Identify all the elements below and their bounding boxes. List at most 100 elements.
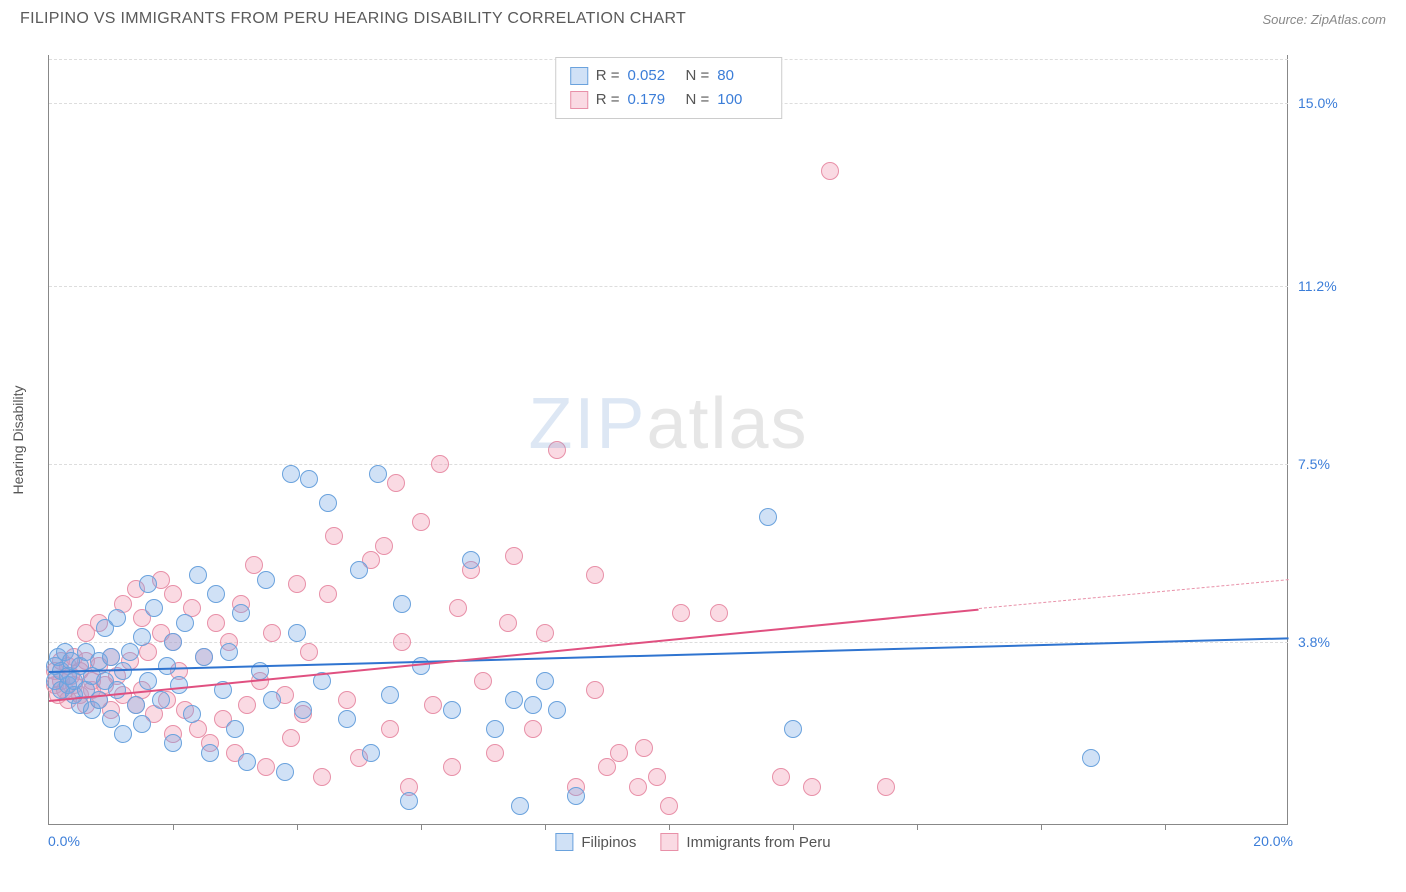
x-axis-max-label: 20.0% <box>1253 833 1293 849</box>
point-peru <box>505 547 523 565</box>
point-peru <box>536 624 554 642</box>
point-peru <box>586 681 604 699</box>
point-filipinos <box>400 792 418 810</box>
point-filipinos <box>108 681 126 699</box>
legend-series: Filipinos Immigrants from Peru <box>555 833 830 851</box>
gridline-h <box>49 464 1288 465</box>
point-filipinos <box>170 676 188 694</box>
y-axis-label: Hearing Disability <box>10 386 26 495</box>
point-peru <box>424 696 442 714</box>
point-peru <box>338 691 356 709</box>
point-peru <box>263 624 281 642</box>
point-peru <box>375 537 393 555</box>
point-filipinos <box>220 643 238 661</box>
point-filipinos <box>294 701 312 719</box>
point-peru <box>474 672 492 690</box>
legend-stats-row-peru: R = 0.179 N = 100 <box>570 88 768 112</box>
plot-area: ZIPatlas R = 0.052 N = 80 R = 0.179 N = … <box>48 55 1288 825</box>
point-filipinos <box>133 628 151 646</box>
legend-label-filipinos: Filipinos <box>581 834 636 851</box>
point-peru <box>877 778 895 796</box>
watermark-atlas: atlas <box>646 384 808 464</box>
point-filipinos <box>369 465 387 483</box>
point-peru <box>635 739 653 757</box>
chart-title: FILIPINO VS IMMIGRANTS FROM PERU HEARING… <box>20 10 686 28</box>
point-peru <box>238 696 256 714</box>
point-peru <box>524 720 542 738</box>
point-filipinos <box>443 701 461 719</box>
gridline-h <box>49 286 1288 287</box>
x-tick <box>421 824 422 830</box>
point-filipinos <box>319 494 337 512</box>
swatch-peru-icon <box>570 91 588 109</box>
point-filipinos <box>108 609 126 627</box>
point-peru <box>319 585 337 603</box>
point-peru <box>660 797 678 815</box>
point-peru <box>207 614 225 632</box>
point-peru <box>164 585 182 603</box>
y-tick-label: 7.5% <box>1298 456 1330 472</box>
x-tick <box>173 824 174 830</box>
point-peru <box>821 162 839 180</box>
point-filipinos <box>276 763 294 781</box>
x-tick <box>669 824 670 830</box>
watermark: ZIPatlas <box>528 383 808 465</box>
point-filipinos <box>257 571 275 589</box>
swatch-peru-icon <box>660 833 678 851</box>
point-peru <box>648 768 666 786</box>
stat-n-peru: 100 <box>717 88 767 112</box>
stat-r-filipinos: 0.052 <box>628 64 678 88</box>
point-filipinos <box>536 672 554 690</box>
legend-stats-row-filipinos: R = 0.052 N = 80 <box>570 64 768 88</box>
x-tick <box>793 824 794 830</box>
x-tick <box>545 824 546 830</box>
point-peru <box>803 778 821 796</box>
point-filipinos <box>548 701 566 719</box>
swatch-filipinos-icon <box>570 67 588 85</box>
point-peru <box>381 720 399 738</box>
point-filipinos <box>567 787 585 805</box>
point-peru <box>548 441 566 459</box>
point-filipinos <box>195 648 213 666</box>
point-filipinos <box>176 614 194 632</box>
source-attribution: Source: ZipAtlas.com <box>1262 12 1386 27</box>
point-filipinos <box>350 561 368 579</box>
point-filipinos <box>462 551 480 569</box>
x-tick <box>1165 824 1166 830</box>
legend-item-peru: Immigrants from Peru <box>660 833 830 851</box>
point-filipinos <box>393 595 411 613</box>
stat-r-label: R = <box>596 88 620 112</box>
x-tick <box>1041 824 1042 830</box>
point-peru <box>387 474 405 492</box>
y-tick-label: 11.2% <box>1298 278 1337 294</box>
point-filipinos <box>1082 749 1100 767</box>
point-peru <box>598 758 616 776</box>
point-peru <box>288 575 306 593</box>
point-filipinos <box>158 657 176 675</box>
stat-n-label: N = <box>686 64 710 88</box>
point-peru <box>325 527 343 545</box>
point-peru <box>313 768 331 786</box>
stat-n-label: N = <box>686 88 710 112</box>
point-filipinos <box>226 720 244 738</box>
right-axis-line <box>1287 55 1288 824</box>
point-filipinos <box>238 753 256 771</box>
point-filipinos <box>381 686 399 704</box>
watermark-zip: ZIP <box>528 384 646 464</box>
point-filipinos <box>207 585 225 603</box>
y-tick-label: 15.0% <box>1298 95 1338 111</box>
point-filipinos <box>282 465 300 483</box>
point-peru <box>443 758 461 776</box>
point-filipinos <box>152 691 170 709</box>
point-peru <box>282 729 300 747</box>
point-peru <box>610 744 628 762</box>
point-filipinos <box>139 672 157 690</box>
swatch-filipinos-icon <box>555 833 573 851</box>
point-filipinos <box>505 691 523 709</box>
stat-r-label: R = <box>596 64 620 88</box>
point-peru <box>486 744 504 762</box>
point-peru <box>412 513 430 531</box>
point-peru <box>710 604 728 622</box>
stat-r-peru: 0.179 <box>628 88 678 112</box>
point-peru <box>672 604 690 622</box>
